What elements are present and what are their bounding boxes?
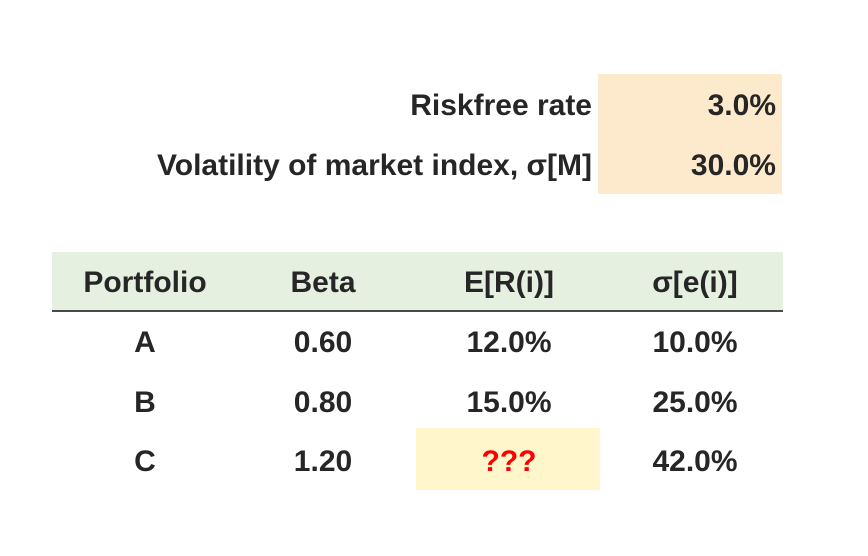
table-header-background — [52, 252, 783, 310]
market-volatility-value[interactable]: 30.0% — [690, 149, 776, 182]
table-cell-residual-sd: 25.0% — [652, 386, 738, 419]
table-cell-portfolio: A — [134, 326, 156, 359]
unknown-cell-highlight — [416, 428, 600, 490]
column-header-expected-return: E[R(i)] — [464, 266, 554, 299]
unknown-expected-return-cell[interactable]: ??? — [481, 445, 537, 478]
table-cell-expected-return: 12.0% — [466, 326, 552, 359]
table-cell-portfolio: B — [134, 386, 156, 419]
table-cell-beta: 0.60 — [293, 326, 353, 359]
table-cell-beta: 1.20 — [293, 445, 353, 478]
column-header-beta: Beta — [290, 266, 356, 299]
parameter-input-cells — [598, 74, 782, 194]
table-cell-beta: 0.80 — [293, 386, 353, 419]
market-volatility-label: Volatility of market index, σ[M] — [156, 149, 592, 182]
table-cell-expected-return: 15.0% — [466, 386, 552, 419]
table-cell-residual-sd: 10.0% — [652, 326, 738, 359]
table-cell-portfolio: C — [134, 445, 156, 478]
column-header-residual-sd: σ[e(i)] — [652, 266, 738, 299]
table-header-divider — [52, 310, 783, 312]
column-header-portfolio: Portfolio — [83, 266, 207, 299]
riskfree-rate-label: Riskfree rate — [410, 89, 592, 122]
table-cell-residual-sd: 42.0% — [652, 445, 738, 478]
riskfree-rate-value[interactable]: 3.0% — [707, 89, 776, 122]
